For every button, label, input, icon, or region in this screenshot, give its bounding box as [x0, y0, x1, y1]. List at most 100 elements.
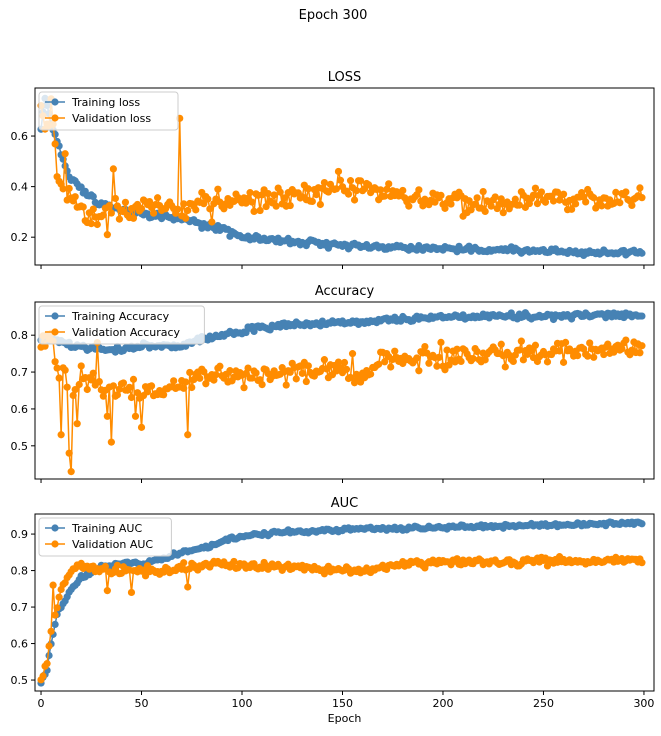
data-point: [381, 192, 389, 200]
data-point: [67, 468, 75, 476]
data-point: [200, 368, 208, 376]
data-point: [618, 345, 626, 353]
data-point: [447, 200, 455, 208]
data-point: [280, 194, 288, 202]
data-point: [433, 362, 441, 370]
data-point: [531, 341, 540, 349]
data-point: [121, 198, 130, 206]
data-point: [413, 354, 421, 362]
axes-frame: [34, 301, 655, 480]
data-point: [230, 557, 238, 566]
data-point: [292, 375, 300, 383]
data-point: [208, 218, 216, 226]
data-point: [170, 377, 178, 385]
data-point: [160, 391, 168, 399]
data-point: [453, 555, 461, 563]
legend-marker: [51, 328, 59, 336]
legend-box: [38, 91, 179, 131]
series-1: [37, 95, 646, 239]
subplot-2: AUC 0.5 0.6 0.7 0.8 0.9 0 50 100 150 200 250 300 Epoc…: [11, 496, 655, 725]
data-point: [55, 593, 63, 601]
data-point: [533, 199, 542, 208]
data-point: [437, 191, 445, 199]
y-tick-label: 0.6: [11, 403, 29, 416]
data-point: [115, 215, 124, 223]
data-point: [196, 374, 204, 382]
data-point: [561, 338, 570, 346]
data-point: [302, 377, 310, 386]
data-point: [214, 185, 222, 193]
data-point: [497, 195, 505, 203]
legend-item: Training Accuracy: [45, 310, 170, 323]
data-point: [572, 200, 580, 208]
data-point: [127, 393, 136, 402]
data-point: [147, 382, 156, 390]
data-point: [497, 340, 505, 348]
data-point: [443, 346, 451, 354]
data-point: [186, 368, 194, 377]
data-point: [276, 188, 284, 196]
data-point: [511, 195, 519, 203]
subplot-0: LOSS 0.2 0.4 0.6 Training loss Validation los…: [11, 70, 655, 269]
data-point: [244, 364, 252, 372]
x-tick-label: 300: [633, 697, 654, 710]
data-point: [149, 209, 158, 217]
data-point: [125, 383, 134, 391]
data-point: [598, 202, 606, 210]
data-point: [628, 201, 636, 210]
data-point: [51, 620, 59, 629]
data-point: [47, 627, 55, 635]
data-point: [559, 358, 568, 366]
data-point: [491, 193, 499, 201]
x-tick-label: 250: [533, 697, 554, 710]
y-tick-label: 0.6: [11, 638, 29, 651]
data-point: [405, 202, 413, 210]
data-point: [375, 360, 383, 368]
data-point: [270, 191, 278, 199]
legend-item: Validation Accuracy: [45, 326, 181, 339]
data-point: [332, 185, 341, 193]
y-tick-label: 0.5: [11, 674, 29, 687]
data-point: [210, 376, 218, 384]
data-point: [469, 354, 477, 363]
data-point: [549, 197, 558, 205]
data-point: [248, 198, 256, 206]
data-point: [71, 193, 79, 201]
data-point: [453, 345, 461, 353]
data-point: [425, 359, 433, 367]
data-point: [145, 197, 154, 206]
y-tick-label: 0.8: [11, 329, 29, 342]
data-point: [415, 367, 423, 375]
data-point: [119, 379, 128, 387]
y-tick-label: 0.4: [11, 181, 29, 194]
data-point: [515, 201, 523, 209]
subplot-title: LOSS: [328, 70, 362, 85]
data-point: [248, 374, 256, 382]
data-point: [226, 367, 234, 375]
data-point: [204, 195, 212, 203]
data-point: [568, 205, 576, 213]
data-point: [590, 194, 598, 202]
data-point: [415, 186, 423, 194]
plot-area: [37, 518, 646, 687]
data-point: [435, 353, 443, 361]
series-1: [37, 329, 646, 476]
data-point: [479, 187, 487, 196]
data-point: [586, 339, 594, 347]
data-point: [87, 220, 95, 228]
data-point: [53, 604, 61, 612]
data-point: [481, 207, 489, 216]
data-point: [437, 338, 445, 346]
data-point: [262, 202, 270, 211]
data-point: [57, 431, 65, 439]
data-point: [421, 342, 429, 351]
y-tick-label: 0.2: [11, 231, 29, 244]
data-point: [99, 392, 107, 400]
data-point: [103, 412, 111, 420]
data-point: [282, 381, 290, 389]
data-point: [531, 184, 540, 192]
data-point: [638, 520, 646, 528]
data-point: [129, 214, 138, 222]
subplot-title: AUC: [331, 496, 359, 511]
